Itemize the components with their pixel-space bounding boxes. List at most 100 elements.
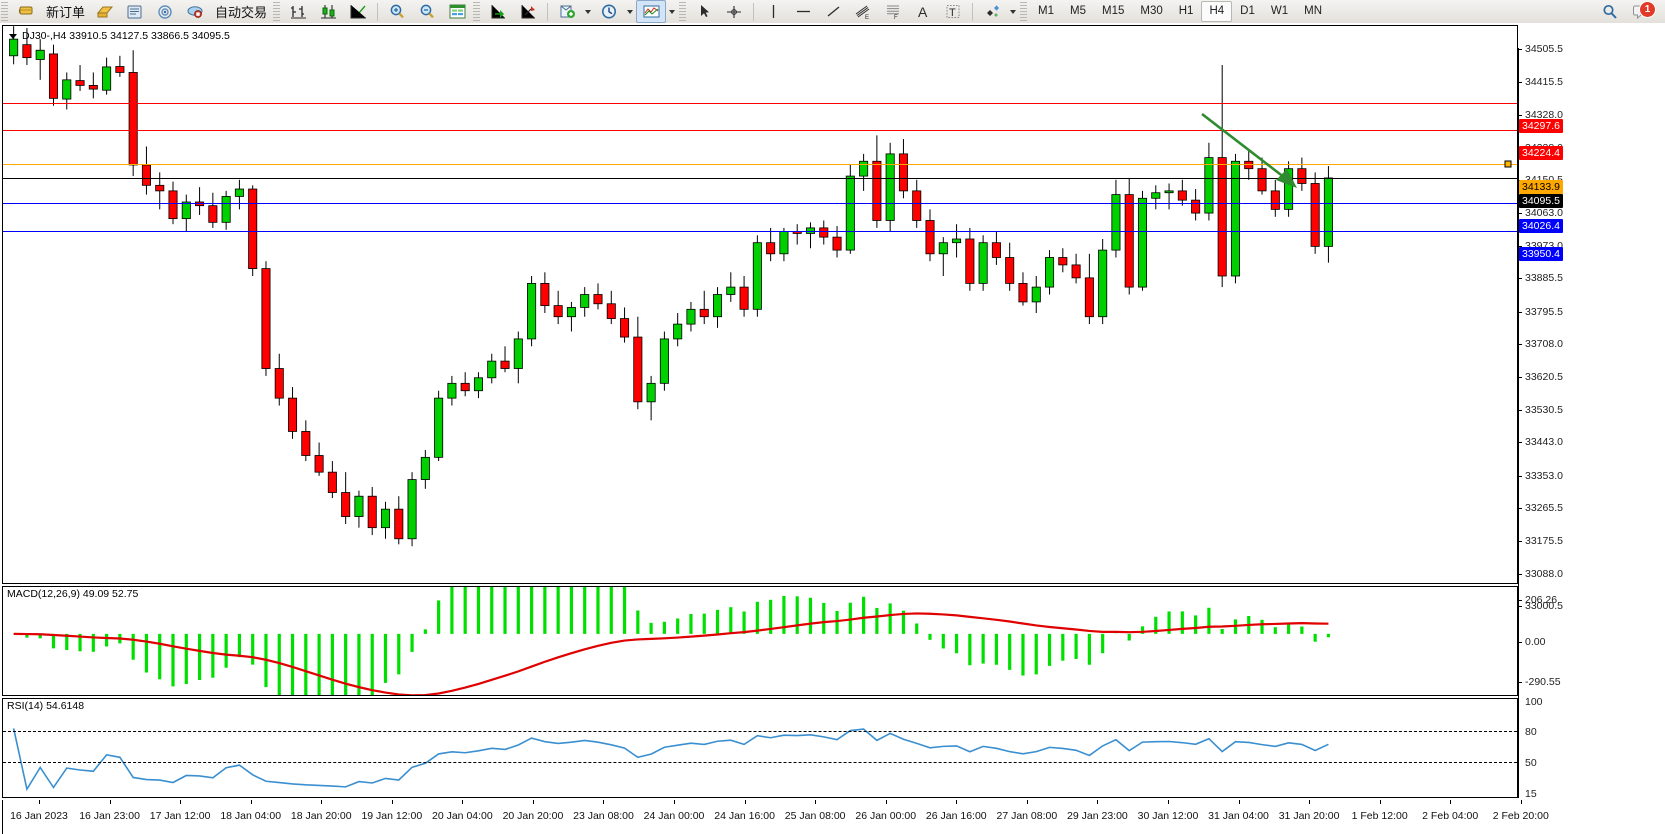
price-tick <box>1518 475 1522 477</box>
price-level-line-resistance-1[interactable] <box>3 130 1517 132</box>
price-label-support-1[interactable]: 34026.4 <box>1519 219 1563 234</box>
period-button[interactable] <box>594 0 624 23</box>
cursor-icon <box>701 5 710 17</box>
time-axis-label: 30 Jan 12:00 <box>1137 810 1199 822</box>
level-drag-handle[interactable] <box>1504 160 1512 168</box>
macd-tick <box>1518 600 1522 601</box>
time-tick <box>109 800 111 804</box>
price-tick-label: 34415.5 <box>1525 76 1563 89</box>
zoom-in-icon <box>390 4 404 19</box>
new-order-button[interactable] <box>11 0 41 23</box>
price-level-line-support-1[interactable] <box>3 203 1517 205</box>
price-label-support-2[interactable]: 33950.4 <box>1519 247 1563 262</box>
text-button[interactable]: A <box>908 0 938 23</box>
profile-icon <box>96 6 114 17</box>
signals-button[interactable] <box>150 0 180 23</box>
objects-icon <box>986 5 999 17</box>
add-indicator-caret-icon[interactable] <box>585 9 592 14</box>
chart-shift-icon <box>491 5 505 19</box>
time-axis-label: 23 Jan 08:00 <box>573 810 634 822</box>
alerts-badge: 1 <box>1639 1 1656 18</box>
trendline-button[interactable] <box>818 0 848 23</box>
text-label-button[interactable]: T <box>938 0 968 23</box>
objects-caret-icon[interactable] <box>1010 9 1017 14</box>
price-level-line-selected-level[interactable] <box>3 163 1517 165</box>
bar-chart-button[interactable] <box>283 0 313 23</box>
timeframe-m5[interactable]: M5 <box>1070 5 1086 17</box>
price-tick <box>1518 246 1522 248</box>
fibonacci-icon: F <box>887 5 900 20</box>
time-axis-label: 1 Feb 12:00 <box>1351 810 1408 822</box>
price-label-resistance-2[interactable]: 34297.6 <box>1519 118 1563 133</box>
time-axis-label: 19 Jan 12:00 <box>361 810 423 822</box>
toolbar-grip-tools[interactable] <box>679 2 687 21</box>
horizontal-line-button[interactable] <box>788 0 818 23</box>
macd-plot[interactable] <box>3 587 1517 695</box>
price-pane[interactable]: DJ30-,H4 33910.5 34127.5 33866.5 34095.5 <box>2 25 1518 584</box>
crosshair-button[interactable] <box>719 0 749 23</box>
zoom-out-button[interactable] <box>412 0 442 23</box>
vertical-line-button[interactable] <box>758 0 788 23</box>
search-button[interactable] <box>1595 0 1625 23</box>
price-label-current-price[interactable]: 34095.5 <box>1519 193 1563 208</box>
cursor-button[interactable] <box>689 0 719 23</box>
auto-trading-button[interactable] <box>180 0 210 23</box>
price-tick <box>1518 82 1522 84</box>
price-level-line-resistance-2[interactable] <box>3 102 1517 104</box>
new-order-label[interactable]: 新订单 <box>46 5 86 20</box>
time-tick <box>1450 800 1452 804</box>
timeframe-mn[interactable]: MN <box>1304 5 1322 17</box>
add-indicator-button[interactable] <box>552 0 582 23</box>
price-tick-label: 33885.5 <box>1525 272 1563 285</box>
candlestick-chart-button[interactable] <box>313 0 343 23</box>
auto-trading-label[interactable]: 自动交易 <box>215 5 268 20</box>
fibonacci-button[interactable]: F <box>878 0 908 23</box>
news-button[interactable] <box>120 0 150 23</box>
time-axis[interactable]: 16 Jan 2023 16 Jan 23:00 17 Jan 12:00 18 Ja… <box>2 800 1549 834</box>
price-level-line-current-price[interactable] <box>3 177 1517 179</box>
time-axis-label: 20 Jan 04:00 <box>432 810 493 822</box>
templates-button[interactable] <box>636 0 667 23</box>
rsi-pane[interactable]: RSI(14) 54.6148 <box>2 698 1518 798</box>
price-tick <box>1518 507 1522 509</box>
toolbar-grip-shift[interactable] <box>473 2 481 21</box>
zoom-out-icon <box>420 4 434 19</box>
rsi-series <box>12 728 1329 792</box>
timeframe-h1[interactable]: H1 <box>1178 5 1194 17</box>
chart-shift-button[interactable] <box>483 0 513 23</box>
rsi-plot[interactable] <box>3 699 1517 797</box>
period-icon <box>601 4 616 19</box>
price-plot[interactable] <box>3 26 1517 583</box>
timeframe-m15[interactable]: M15 <box>1102 5 1125 17</box>
period-caret-icon[interactable] <box>627 9 634 14</box>
data-window-button[interactable] <box>442 0 472 23</box>
timeframe-w1[interactable]: W1 <box>1270 5 1289 17</box>
toolbar-grip-charts[interactable] <box>273 2 281 21</box>
timeframe-h4[interactable]: H4 <box>1201 1 1233 22</box>
auto-scroll-button[interactable] <box>513 0 543 23</box>
time-axis-label: 24 Jan 00:00 <box>643 810 705 822</box>
collapse-triangle-icon[interactable] <box>9 33 17 39</box>
alerts-button[interactable]: 1 <box>1625 0 1659 23</box>
templates-caret-icon[interactable] <box>669 9 676 14</box>
profile-button[interactable] <box>90 0 120 23</box>
time-tick <box>532 800 534 804</box>
price-label-selected-level[interactable]: 34133.9 <box>1519 179 1563 194</box>
down-arrow-annotation[interactable] <box>3 26 1517 583</box>
objects-button[interactable] <box>977 0 1007 23</box>
equidistant-channel-button[interactable]: E <box>848 0 878 23</box>
zoom-in-button[interactable] <box>382 0 412 23</box>
toolbar-grip[interactable] <box>1 2 8 21</box>
line-chart-button[interactable] <box>343 0 373 23</box>
time-tick <box>250 800 252 804</box>
time-tick <box>885 800 887 804</box>
price-axis[interactable]: 34505.534415.534328.034238.034150.534063… <box>1518 43 1665 800</box>
toolbar-grip-timeframes[interactable] <box>1020 2 1028 21</box>
macd-pane[interactable]: MACD(12,26,9) 49.09 52.75 <box>2 586 1518 696</box>
timeframe-m30[interactable]: M30 <box>1140 5 1163 17</box>
timeframe-d1[interactable]: D1 <box>1240 5 1255 17</box>
price-label-resistance-1[interactable]: 34224.4 <box>1519 146 1563 161</box>
price-level-line-support-2[interactable] <box>3 231 1517 233</box>
price-tick-label: 34505.5 <box>1525 43 1563 55</box>
timeframe-m1[interactable]: M1 <box>1038 5 1055 17</box>
